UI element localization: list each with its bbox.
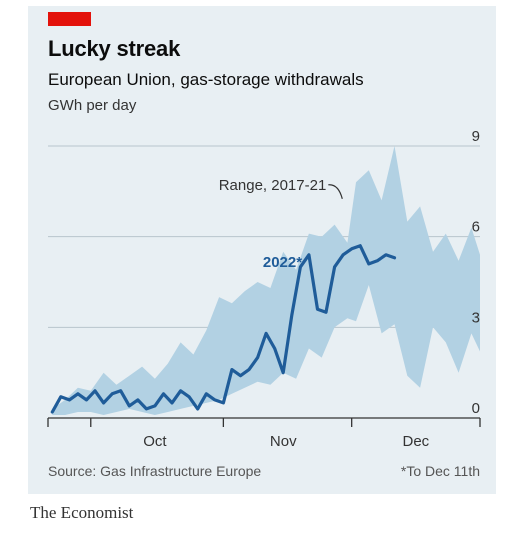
x-tick-label-dec: Dec (402, 433, 429, 450)
chart-labels: 0 3 6 9 Oct Nov Dec Range, 2017-21 2022* (143, 128, 480, 450)
series-line-layer (50, 244, 397, 414)
y-tick-label-0: 0 (472, 400, 480, 417)
x-axis (47, 417, 481, 427)
footnote: *To Dec 11th (400, 463, 480, 479)
y-tick-label-9: 9 (472, 128, 480, 145)
annotation-arrow (328, 184, 343, 199)
brand-red-tab (48, 12, 91, 26)
source-note: Source: Gas Infrastructure Europe (48, 463, 262, 479)
chart-plot: 0 3 6 9 Oct Nov Dec Range, 2017-21 2022* (47, 128, 481, 450)
x-tick-label-nov: Nov (270, 433, 297, 450)
range-band-area (52, 146, 481, 415)
series-2022-line (50, 244, 397, 414)
chart-title: Lucky streak (48, 36, 181, 61)
x-tick-label-oct: Oct (143, 433, 167, 450)
y-tick-label-3: 3 (472, 309, 480, 326)
brand-wordmark: The Economist (30, 503, 134, 522)
series-2022-label: 2022* (263, 254, 302, 271)
range-band-annotation: Range, 2017-21 (219, 177, 327, 194)
y-tick-label-6: 6 (472, 219, 480, 236)
range-band-layer (52, 146, 481, 415)
chart-unit-label: GWh per day (48, 97, 137, 114)
chart-card: Lucky streak European Union, gas-storage… (28, 6, 496, 494)
chart-subtitle: European Union, gas-storage withdrawals (48, 70, 364, 89)
